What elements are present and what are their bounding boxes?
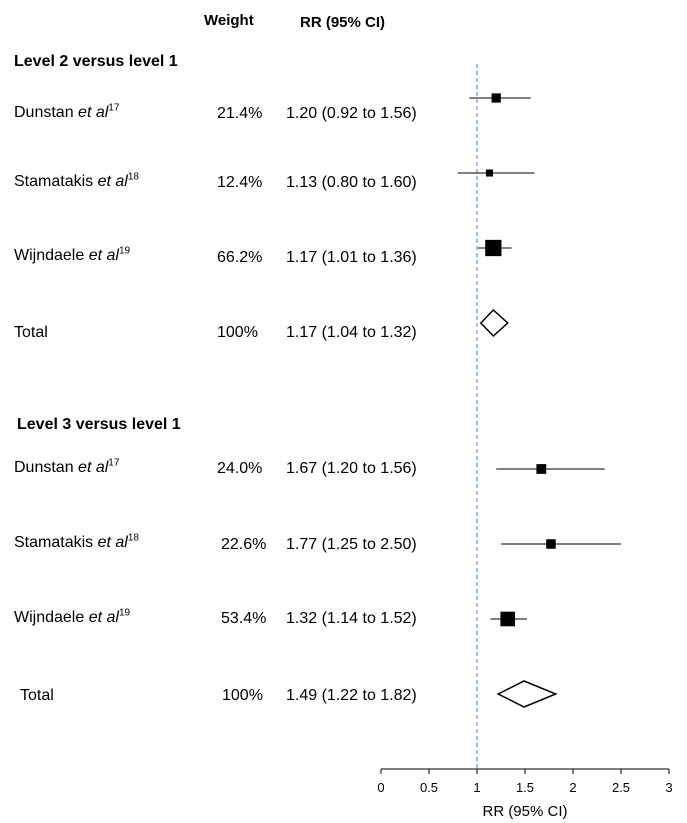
pooled-estimate-diamond (496, 680, 558, 708)
weight-value: 24.0% (217, 460, 263, 477)
point-estimate-square (536, 464, 547, 474)
group-title-level-3: Level 3 versus level 1 (17, 416, 181, 433)
point-estimate-square (546, 539, 556, 549)
ci-text: 1.49 (1.22 to 1.82) (286, 687, 417, 704)
x-tick-label: 1.5 (516, 780, 534, 795)
weight-value: 22.6% (221, 536, 267, 553)
point-estimate-square (485, 169, 494, 177)
x-tick-label: 3 (665, 780, 672, 795)
weight-value: 21.4% (217, 105, 263, 122)
total-label: Total (14, 324, 48, 341)
point-estimate-square (485, 239, 502, 257)
x-tick-label: 0.5 (420, 780, 438, 795)
study-label: Dunstan et al17 (14, 102, 120, 121)
study-label: Dunstan et al17 (14, 457, 120, 476)
study-label: Stamatakis et al18 (14, 171, 139, 190)
ci-text: 1.32 (1.14 to 1.52) (286, 610, 417, 627)
weight-value: 100% (217, 324, 258, 341)
ci-text: 1.67 (1.20 to 1.56) (286, 460, 417, 477)
point-estimate-square (491, 93, 501, 103)
study-label: Stamatakis et al18 (14, 532, 139, 551)
x-tick-label: 2.5 (612, 780, 630, 795)
weight-header: Weight (204, 12, 254, 29)
ci-text: 1.17 (1.01 to 1.36) (286, 249, 417, 266)
pooled-estimate-diamond (479, 308, 509, 338)
point-estimate-square (500, 611, 516, 627)
ci-text: 1.17 (1.04 to 1.32) (286, 324, 417, 341)
rr-header: RR (95% CI) (300, 14, 386, 31)
weight-value: 53.4% (221, 610, 267, 627)
x-tick-label: 2 (569, 780, 576, 795)
x-axis-title: RR (95% CI) (482, 803, 567, 820)
ci-text: 1.20 (0.92 to 1.56) (286, 105, 417, 122)
study-label: Wijndaele et al19 (14, 607, 131, 626)
x-tick-label: 1 (473, 780, 480, 795)
weight-value: 66.2% (217, 249, 263, 266)
total-label: Total (20, 687, 54, 704)
weight-value: 12.4% (217, 174, 263, 191)
study-label: Wijndaele et al19 (14, 245, 131, 264)
group-title-level-2: Level 2 versus level 1 (14, 53, 178, 70)
ci-text: 1.77 (1.25 to 2.50) (286, 536, 417, 553)
x-tick-label: 0 (377, 780, 384, 795)
weight-value: 100% (222, 687, 263, 704)
ci-text: 1.13 (0.80 to 1.60) (286, 174, 417, 191)
